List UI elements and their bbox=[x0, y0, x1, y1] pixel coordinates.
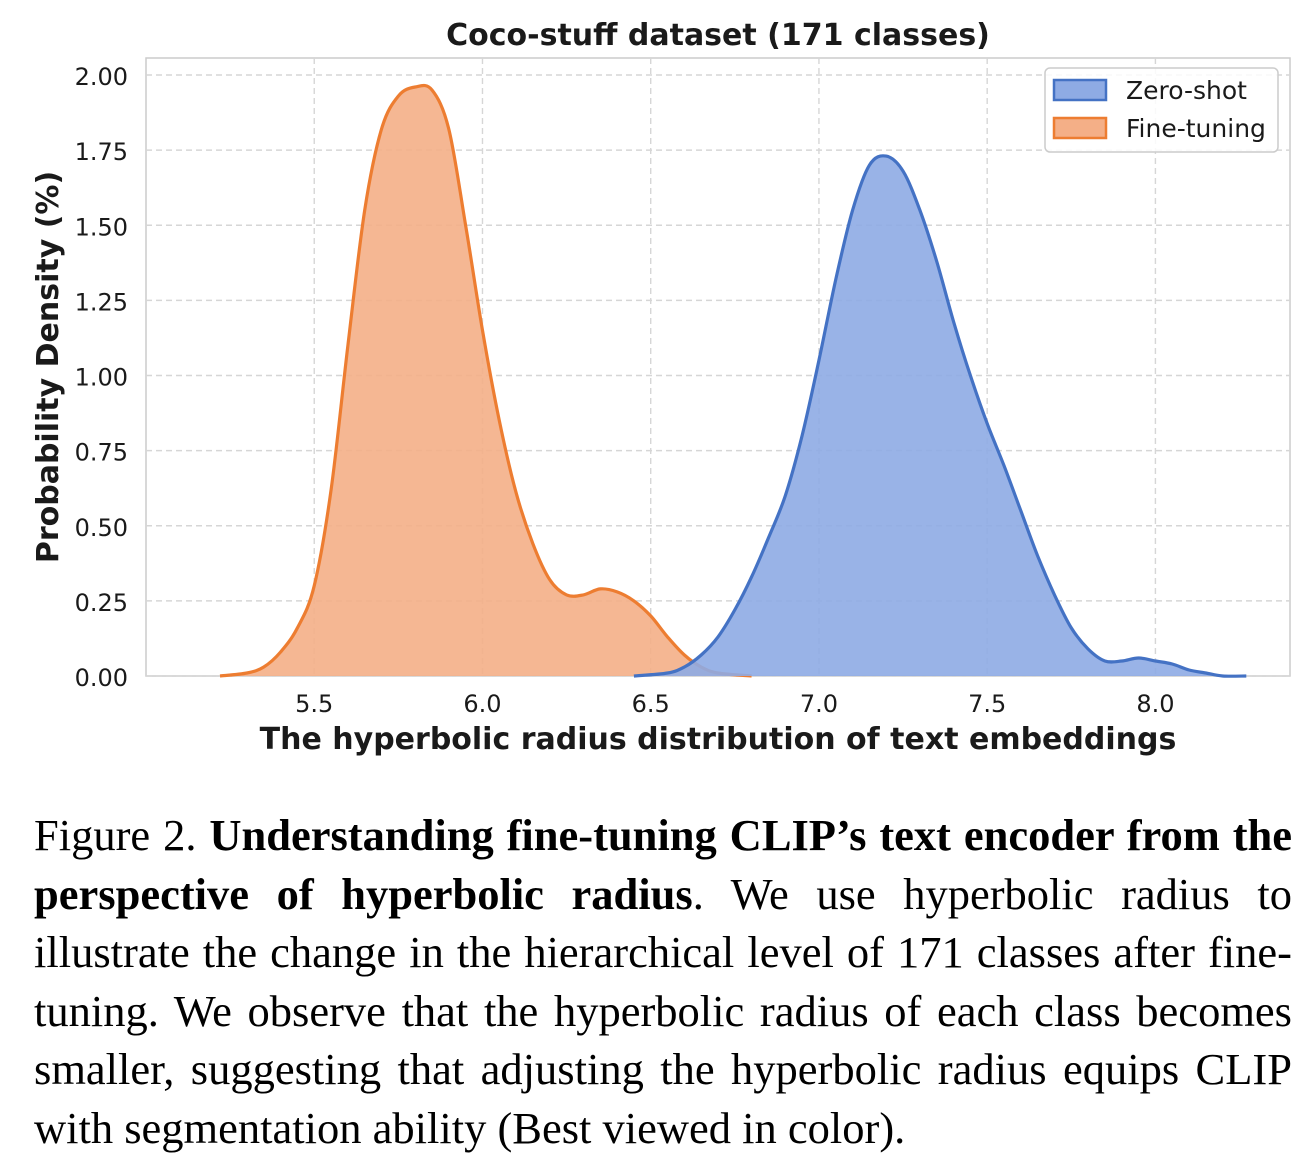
y-tick-labels: 0.00 0.25 0.50 0.75 1.00 1.25 1.50 1.75 2.00 bbox=[75, 63, 128, 692]
x-tick-label: 7.0 bbox=[800, 690, 838, 718]
y-tick-label: 2.00 bbox=[75, 63, 128, 91]
x-tick-labels: 5.5 6.0 6.5 7.0 7.5 8.0 bbox=[295, 690, 1174, 718]
y-tick-label: 1.25 bbox=[75, 288, 128, 316]
y-tick-label: 0.75 bbox=[75, 439, 128, 467]
density-chart: Coco-stuff dataset (171 classes) 0.00 0.2… bbox=[31, 18, 1291, 757]
caption-body: . We use hyperbolic radius to illustrate… bbox=[34, 868, 1293, 1153]
y-tick-label: 1.00 bbox=[75, 364, 128, 392]
caption-bold-title: Understanding fine-tuning CLIP’s text en… bbox=[34, 810, 1293, 919]
figure-caption: Figure 2. Understanding fine-tuning CLIP… bbox=[34, 806, 1292, 1158]
legend-label-zero-shot: Zero-shot bbox=[1126, 76, 1247, 105]
series-line-zero-shot bbox=[633, 154, 1247, 678]
caption-label: Figure 2. bbox=[34, 810, 197, 860]
legend-swatch-zero-shot bbox=[1052, 78, 1108, 102]
chart-legend: Zero-shot Fine-tuning bbox=[1044, 67, 1279, 153]
series-area-fine-tuning bbox=[220, 85, 752, 676]
y-tick-label: 1.75 bbox=[75, 138, 128, 166]
y-tick-label: 1.50 bbox=[75, 213, 128, 241]
legend-label-fine-tuning: Fine-tuning bbox=[1126, 114, 1266, 143]
x-tick-label: 7.5 bbox=[968, 690, 1006, 718]
x-tick-label: 8.0 bbox=[1136, 690, 1174, 718]
x-tick-label: 5.5 bbox=[295, 690, 333, 718]
y-tick-label: 0.25 bbox=[75, 589, 128, 617]
x-tick-label: 6.5 bbox=[632, 690, 670, 718]
y-tick-label: 0.00 bbox=[75, 664, 128, 692]
legend-swatch-fine-tuning bbox=[1052, 116, 1108, 140]
y-axis-label: Probability Density (%) bbox=[31, 171, 66, 563]
y-tick-label: 0.50 bbox=[75, 514, 128, 542]
chart-title: Coco-stuff dataset (171 classes) bbox=[446, 18, 990, 53]
series-area-zero-shot bbox=[633, 155, 1247, 677]
series-line-fine-tuning bbox=[219, 83, 752, 678]
x-axis-label: The hyperbolic radius distribution of te… bbox=[260, 722, 1177, 757]
series-layer bbox=[219, 83, 1247, 678]
x-tick-label: 6.0 bbox=[463, 690, 501, 718]
